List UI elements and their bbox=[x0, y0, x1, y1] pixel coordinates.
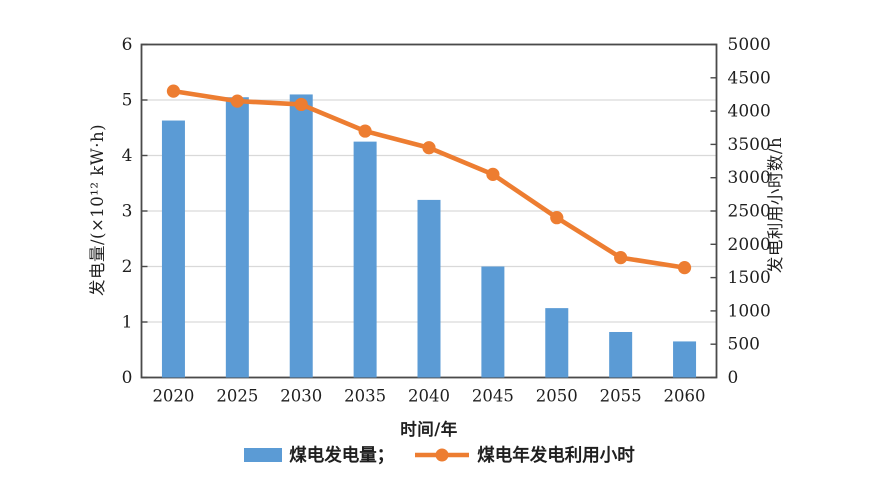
left-axis-tick-label: 0 bbox=[122, 368, 133, 388]
line-series-swatch-icon bbox=[415, 448, 470, 461]
line-marker bbox=[230, 94, 244, 108]
left-axis-tick-label: 2 bbox=[122, 257, 133, 277]
bar bbox=[417, 199, 441, 378]
bar bbox=[481, 266, 505, 378]
right-axis-tick-label: 1000 bbox=[728, 301, 771, 321]
right-axis-tick-label: 500 bbox=[728, 335, 760, 355]
bar bbox=[673, 341, 697, 378]
legend-label-bar-series: 煤电发电量； bbox=[289, 446, 395, 466]
line-marker bbox=[614, 251, 628, 265]
line-marker bbox=[166, 84, 181, 98]
x-axis-tick-label: 2040 bbox=[408, 387, 450, 406]
x-axis-tick-label: 2055 bbox=[600, 387, 642, 406]
x-axis-tick-label: 2045 bbox=[472, 387, 514, 406]
x-axis-tick-label: 2030 bbox=[280, 387, 322, 406]
right-axis-tick-label: 3500 bbox=[728, 135, 771, 155]
bar bbox=[609, 331, 633, 378]
right-axis-tick-label: 1500 bbox=[728, 268, 771, 288]
right-axis-tick-label: 2500 bbox=[728, 202, 771, 222]
legend: 煤电发电量； 煤电年发电利用小时 bbox=[0, 442, 879, 467]
x-axis-title: 时间/年 bbox=[400, 420, 458, 439]
left-axis-tick-label: 4 bbox=[122, 146, 133, 166]
plot-canvas: 0 1 2 3 4 5 6 0 500 1000 1500 2000 2500 3000 3500 4000 4… bbox=[122, 35, 771, 406]
line-marker bbox=[422, 141, 436, 155]
right-axis-tick-label: 3000 bbox=[728, 168, 771, 188]
right-axis-tick-label: 4000 bbox=[728, 102, 771, 122]
x-axis-tick-label: 2035 bbox=[344, 387, 386, 406]
legend-label-line-series: 煤电年发电利用小时 bbox=[477, 446, 635, 466]
line-marker bbox=[677, 261, 692, 275]
left-axis-tick-label: 5 bbox=[122, 91, 133, 111]
right-axis-tick-label: 5000 bbox=[728, 35, 771, 55]
x-axis-tick-label: 2060 bbox=[664, 387, 706, 406]
bar bbox=[225, 97, 249, 378]
legend-item-bar-series: 煤电发电量； bbox=[244, 442, 394, 467]
bar bbox=[545, 308, 569, 378]
line-marker bbox=[294, 97, 308, 112]
x-axis-tick-label: 2050 bbox=[536, 387, 578, 406]
left-axis-tick-label: 3 bbox=[122, 202, 133, 222]
x-axis-tick-label: 2025 bbox=[216, 387, 258, 406]
x-axis-tick-label: 2020 bbox=[152, 387, 194, 406]
right-axis-title: 发电利用小时数/h bbox=[766, 136, 785, 274]
left-axis-tick-label: 1 bbox=[122, 313, 133, 333]
right-axis-tick-label: 4500 bbox=[728, 68, 771, 88]
bar-series-swatch-icon bbox=[244, 447, 283, 462]
left-axis-tick-label: 6 bbox=[122, 35, 133, 55]
bar bbox=[289, 94, 313, 378]
bar bbox=[353, 141, 377, 378]
right-axis-tick-label: 0 bbox=[728, 368, 739, 388]
line-marker bbox=[550, 211, 564, 225]
left-axis-title: 发电量/(×10¹² kW·h) bbox=[88, 123, 107, 297]
right-axis-tick-label: 2000 bbox=[728, 235, 771, 255]
legend-item-line-series: 煤电年发电利用小时 bbox=[414, 442, 635, 467]
line-marker bbox=[358, 124, 372, 138]
line-marker bbox=[486, 167, 500, 181]
bar bbox=[161, 120, 185, 378]
